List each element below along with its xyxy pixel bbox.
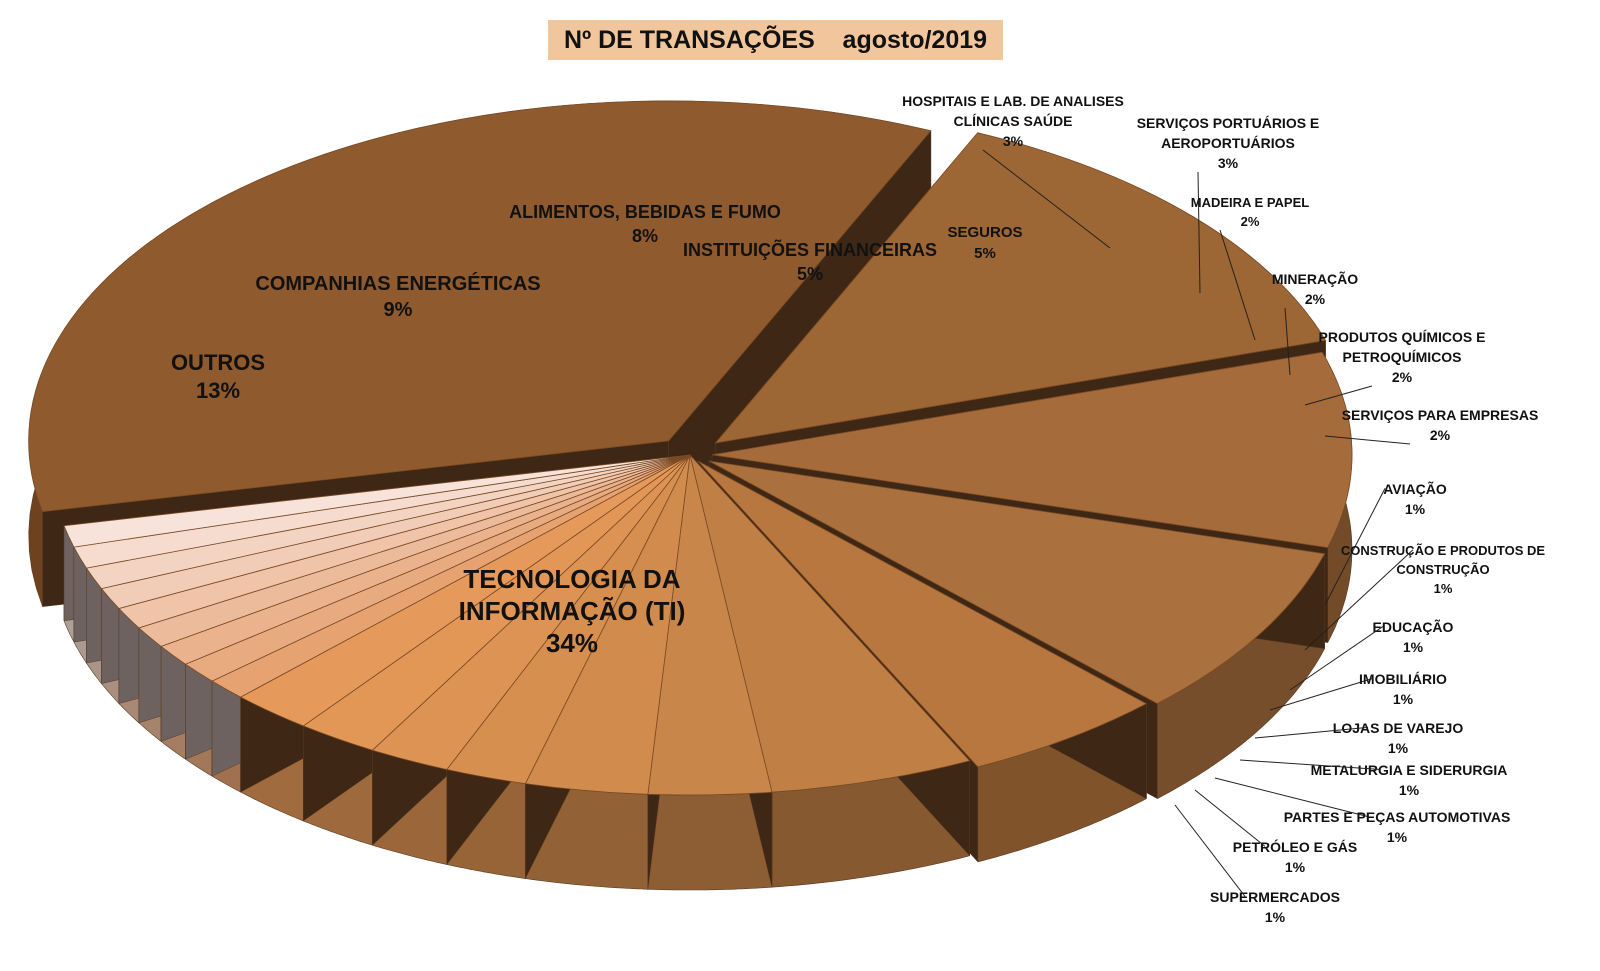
slice-value-label: 1% bbox=[1387, 829, 1408, 845]
slice-value-label: 1% bbox=[1265, 909, 1286, 925]
leader-line bbox=[1289, 625, 1384, 691]
slice-category-label: IMOBILIÁRIO bbox=[1359, 671, 1447, 687]
leader-line bbox=[1304, 385, 1373, 406]
leader-line bbox=[1214, 777, 1368, 817]
leader-line bbox=[1269, 677, 1374, 711]
pie-slice bbox=[28, 100, 932, 513]
slice-category-label: TECNOLOGIA DA bbox=[463, 564, 680, 594]
slice-category-label: CLÍNICAS SAÚDE bbox=[953, 112, 1072, 129]
slice-category-label: PETRÓLEO E GÁS bbox=[1233, 838, 1357, 855]
chart-title: Nº DE TRANSAÇÕES agosto/2019 bbox=[548, 20, 1003, 60]
slice-category-label: SEGUROS bbox=[947, 224, 1022, 241]
leader-line bbox=[1197, 171, 1201, 294]
slice-category-label: LOJAS DE VAREJO bbox=[1333, 720, 1464, 736]
slice-value-label: 34% bbox=[546, 628, 598, 658]
slice-category-label: PRODUTOS QUÍMICOS E bbox=[1319, 329, 1486, 345]
slice-category-label: INFORMAÇÃO (TI) bbox=[459, 596, 686, 626]
slice-value-label: 2% bbox=[1241, 214, 1260, 229]
slice-category-label: CONSTRUÇÃO E PRODUTOS DE bbox=[1341, 543, 1545, 558]
leader-line bbox=[1304, 549, 1414, 651]
slice-value-label: 1% bbox=[1405, 501, 1426, 517]
slice-value-label: 5% bbox=[974, 245, 996, 262]
slice-category-label: SERVIÇOS PORTUÁRIOS E bbox=[1137, 115, 1320, 131]
slice-value-label: 8% bbox=[632, 226, 658, 246]
slice-value-label: 1% bbox=[1285, 859, 1306, 875]
pie-slice bbox=[689, 454, 971, 793]
slice-category-label: PETROQUÍMICOS bbox=[1342, 349, 1461, 365]
pie-slice bbox=[708, 460, 1326, 705]
slice-value-label: 1% bbox=[1388, 740, 1409, 756]
pie-slice bbox=[711, 351, 1353, 549]
pie-slice bbox=[63, 454, 691, 548]
leader-line bbox=[982, 149, 1111, 249]
slice-category-label: CONSTRUÇÃO bbox=[1396, 562, 1489, 577]
slice-value-label: 5% bbox=[797, 264, 823, 284]
slice-value-label: 13% bbox=[196, 378, 240, 403]
slice-value-label: 3% bbox=[1003, 133, 1024, 149]
slice-value-label: 2% bbox=[1430, 427, 1451, 443]
slice-category-label: OUTROS bbox=[171, 350, 265, 375]
slice-category-label: ALIMENTOS, BEBIDAS E FUMO bbox=[509, 202, 781, 222]
pie-slice bbox=[714, 132, 1327, 444]
slice-category-label: HOSPITAIS E LAB. DE ANALISES bbox=[902, 93, 1124, 109]
leader-line bbox=[1174, 804, 1246, 897]
pie-tops bbox=[28, 100, 1353, 796]
slice-value-label: 2% bbox=[1305, 291, 1326, 307]
slice-value-label: 1% bbox=[1403, 639, 1424, 655]
slice-category-label: AEROPORTUÁRIOS bbox=[1161, 135, 1295, 151]
slice-value-label: 1% bbox=[1434, 581, 1453, 596]
slice-category-label: INSTITUIÇÕES FINANCEIRAS bbox=[683, 239, 937, 260]
slice-value-label: 3% bbox=[1218, 155, 1239, 171]
slice-value-label: 9% bbox=[384, 299, 413, 321]
slice-category-label: MINERAÇÃO bbox=[1272, 270, 1358, 287]
leader-line bbox=[1324, 488, 1386, 606]
leader-line bbox=[1219, 229, 1256, 341]
leader-line bbox=[1239, 759, 1380, 770]
slice-category-label: SUPERMERCADOS bbox=[1210, 889, 1340, 905]
leader-line bbox=[1284, 307, 1291, 376]
leader-line bbox=[1254, 726, 1369, 739]
slice-category-label: EDUCAÇÃO bbox=[1373, 618, 1454, 635]
slice-value-label: 1% bbox=[1399, 782, 1420, 798]
slice-category-label: AVIAÇÃO bbox=[1383, 480, 1447, 497]
leader-line bbox=[1324, 435, 1411, 445]
slice-category-label: PARTES E PEÇAS AUTOMOTIVAS bbox=[1284, 809, 1511, 825]
slice-category-label: COMPANHIAS ENERGÉTICAS bbox=[255, 272, 540, 295]
pie-slice bbox=[697, 460, 1148, 768]
leader-line bbox=[1194, 789, 1266, 847]
slice-category-label: MADEIRA E PAPEL bbox=[1191, 195, 1310, 210]
slice-value-label: 2% bbox=[1392, 369, 1413, 385]
slice-category-label: METALURGIA E SIDERURGIA bbox=[1311, 762, 1508, 778]
slice-value-label: 1% bbox=[1393, 691, 1414, 707]
slice-category-label: SERVIÇOS PARA EMPRESAS bbox=[1342, 407, 1539, 423]
